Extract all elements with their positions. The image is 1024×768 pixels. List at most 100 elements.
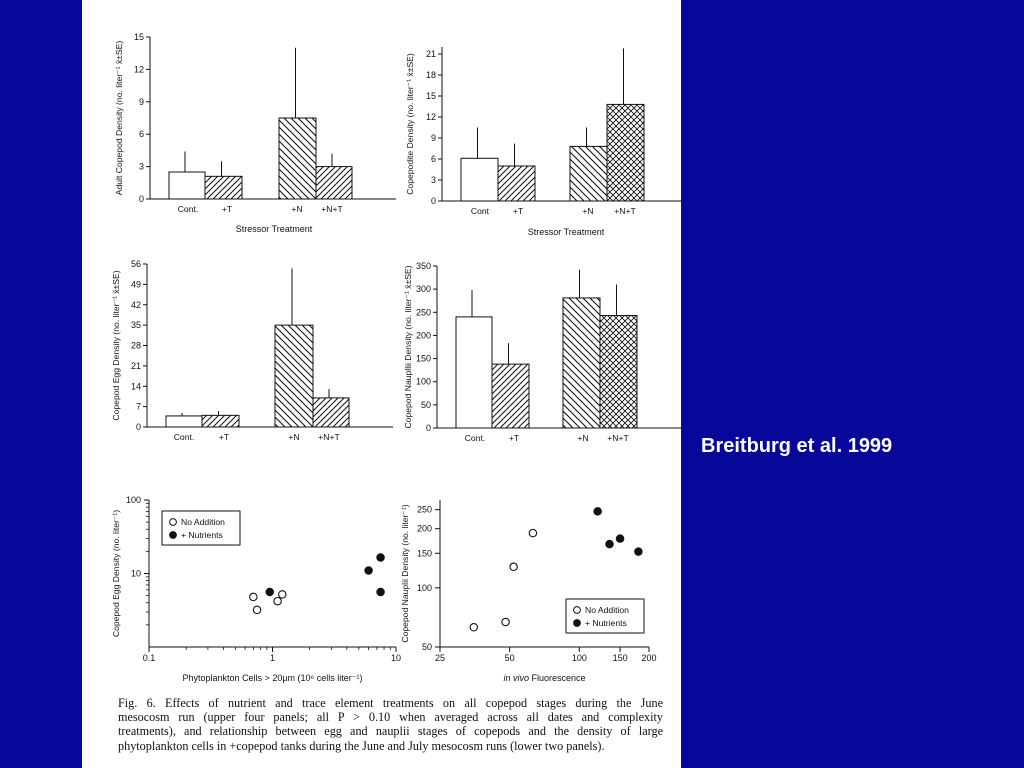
y-tick-label: 3 bbox=[431, 175, 436, 185]
x-tick-label: 10 bbox=[391, 653, 401, 663]
y-tick-label: 100 bbox=[126, 495, 141, 505]
bar bbox=[491, 363, 530, 429]
legend-marker-filled bbox=[573, 619, 581, 627]
bar bbox=[312, 397, 350, 428]
nutrients-point bbox=[364, 566, 373, 575]
nutrients-point bbox=[634, 547, 643, 556]
bar bbox=[274, 324, 314, 428]
caption-line: phytoplankton cells in +copepod tanks du… bbox=[118, 738, 605, 753]
y-tick-label: 9 bbox=[431, 133, 436, 143]
y-tick-label: 0 bbox=[139, 194, 144, 204]
x-tick-label: 150 bbox=[613, 653, 628, 663]
nutrients-point bbox=[265, 587, 274, 597]
y-tick-label: 14 bbox=[131, 381, 141, 391]
nutrients-point bbox=[605, 539, 614, 549]
legend-label: No Addition bbox=[181, 517, 225, 527]
y-tick-label: 49 bbox=[131, 279, 141, 289]
figure-caption: Fig. 6. Effects of nutrient and trace el… bbox=[118, 696, 663, 753]
y-tick-label: 7 bbox=[136, 402, 141, 412]
y-tick-label: 15 bbox=[426, 91, 436, 101]
legend-box bbox=[565, 598, 645, 634]
legend-label: + Nutrients bbox=[585, 618, 627, 628]
category-label: +N+T bbox=[321, 204, 343, 214]
category-label: +N+T bbox=[614, 206, 636, 216]
y-tick-label: 50 bbox=[421, 400, 431, 410]
no-addition-point bbox=[273, 596, 282, 606]
citation-label: Breitburg et al. 1999 bbox=[701, 435, 893, 457]
bar bbox=[315, 166, 353, 200]
category-label: Cont bbox=[471, 206, 490, 216]
bar bbox=[562, 297, 601, 429]
y-tick-label: 15 bbox=[134, 32, 144, 42]
y-tick-label: 3 bbox=[139, 162, 144, 172]
chart-panel-6: Copepod Nauplii Density (no. liter⁻¹)25 5… bbox=[400, 500, 657, 683]
caption-line: mesocosm run (upper four panels; all P >… bbox=[118, 710, 663, 725]
no-addition-point bbox=[501, 617, 510, 627]
bar bbox=[168, 171, 206, 200]
no-addition-point bbox=[528, 528, 538, 538]
figure-panels: Adult Copepod Density (no. liter⁻¹ x̄±SE… bbox=[111, 32, 681, 683]
x-axis-label: in vivo Fluorescence bbox=[503, 673, 585, 683]
chart-panel-2: Copepodite Density (no. liter⁻¹ x̄±SE) 0 3… bbox=[405, 47, 681, 237]
category-label: +T bbox=[219, 432, 230, 442]
no-addition-point bbox=[252, 605, 262, 615]
x-tick-label: 25 bbox=[435, 653, 445, 663]
x-tick-label: 1 bbox=[270, 653, 275, 663]
category-label: +N bbox=[291, 204, 302, 214]
y-tick-label: 100 bbox=[417, 583, 432, 593]
bar bbox=[460, 157, 499, 202]
y-tick-label: 200 bbox=[417, 524, 432, 534]
category-label: Cont. bbox=[465, 433, 486, 443]
caption-line: treatments), and relationship between eg… bbox=[118, 724, 663, 739]
y-tick-label: 350 bbox=[416, 261, 431, 271]
nutrients-point bbox=[593, 507, 602, 516]
y-tick-label: 28 bbox=[131, 341, 141, 351]
no-addition-point bbox=[469, 623, 479, 632]
nutrients-point bbox=[376, 553, 385, 562]
x-axis-label: Phytoplankton Cells > 20µm (10⁶ cells li… bbox=[183, 673, 363, 683]
bar bbox=[201, 414, 240, 428]
y-tick-label: 150 bbox=[416, 354, 431, 364]
y-tick-label: 12 bbox=[134, 64, 144, 74]
y-tick-label: 42 bbox=[131, 300, 141, 310]
category-label: +N bbox=[577, 433, 588, 443]
bar bbox=[455, 316, 493, 429]
y-tick-label: 6 bbox=[431, 154, 436, 164]
y-axis-label: Adult Copepod Density (no. liter⁻¹ x̄±SE… bbox=[114, 41, 124, 196]
caption-line: Fig. 6. Effects of nutrient and trace el… bbox=[118, 696, 663, 710]
chart-legend: No Addition + Nutrients bbox=[161, 510, 241, 546]
y-tick-label: 21 bbox=[426, 49, 436, 59]
y-tick-label: 21 bbox=[131, 361, 141, 371]
legend-label: + Nutrients bbox=[181, 530, 223, 540]
nutrients-point bbox=[615, 534, 625, 543]
bar bbox=[599, 315, 638, 429]
category-label: +T bbox=[509, 433, 520, 443]
y-tick-label: 56 bbox=[131, 259, 141, 269]
category-label: +N+T bbox=[607, 433, 629, 443]
y-tick-label: 10 bbox=[131, 569, 141, 579]
bar bbox=[165, 415, 203, 428]
bar bbox=[278, 117, 317, 200]
x-axis-label: Stressor Treatment bbox=[528, 227, 605, 237]
legend-label: No Addition bbox=[585, 605, 629, 615]
y-axis-label: Copepodite Density (no. liter⁻¹ x̄±SE) bbox=[405, 53, 415, 195]
bar bbox=[606, 103, 645, 202]
bar bbox=[569, 145, 608, 202]
y-tick-label: 0 bbox=[136, 422, 141, 432]
legend-marker-open bbox=[573, 606, 581, 614]
y-axis-label: Copepod Egg Density (no. liter⁻¹) bbox=[111, 510, 121, 637]
chart-panel-3: Copepod Egg Density (no. liter⁻¹ x̄±SE) 0… bbox=[111, 259, 393, 442]
y-tick-label: 250 bbox=[416, 307, 431, 317]
category-label: +N bbox=[582, 206, 593, 216]
x-axis-label: Stressor Treatment bbox=[236, 224, 313, 234]
no-addition-point bbox=[509, 562, 518, 572]
y-tick-label: 6 bbox=[139, 129, 144, 139]
y-tick-label: 9 bbox=[139, 97, 144, 107]
y-tick-label: 50 bbox=[422, 642, 432, 652]
no-addition-point bbox=[249, 592, 258, 602]
category-label: +T bbox=[222, 204, 233, 214]
x-tick-label: 100 bbox=[572, 653, 587, 663]
legend-marker-open bbox=[169, 518, 177, 526]
category-label: +T bbox=[513, 206, 524, 216]
x-tick-label: 0.1 bbox=[143, 653, 156, 663]
